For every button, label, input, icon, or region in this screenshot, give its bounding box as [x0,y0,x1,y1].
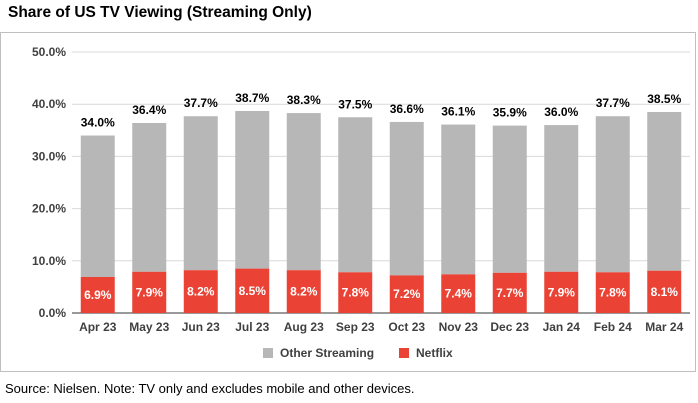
bar-netflix [544,271,579,313]
netflix-data-label: 6.9% [84,288,112,302]
bar-other-streaming [235,110,270,269]
x-tick-label: Oct 23 [388,320,425,334]
netflix-data-label: 7.8% [342,286,370,300]
total-data-label: 34.0% [81,116,115,130]
bar-other-streaming [80,135,115,277]
netflix-data-label: 7.9% [548,285,576,299]
netflix-data-label: 8.5% [239,284,267,298]
netflix-data-label: 7.2% [393,287,421,301]
netflix-data-label: 8.2% [187,285,215,299]
y-tick-label: 20.0% [32,202,66,216]
total-data-label: 37.7% [184,96,218,110]
total-data-label: 38.3% [287,93,321,107]
x-tick-label: Feb 24 [594,320,632,334]
x-tick-label: Aug 23 [284,320,324,334]
x-tick-label: Sep 23 [336,320,375,334]
bar-other-streaming [132,122,167,272]
bar-netflix [338,272,373,313]
y-tick-label: 0.0% [39,306,67,320]
netflix-data-label: 7.9% [136,285,164,299]
bar-netflix [132,271,167,313]
total-data-label: 38.5% [647,92,681,106]
x-tick-label: Apr 23 [79,320,117,334]
bar-netflix [441,274,476,313]
netflix-data-label: 7.7% [496,286,524,300]
y-tick-label: 30.0% [32,149,66,163]
total-data-label: 38.7% [235,91,269,105]
bar-other-streaming [492,125,527,273]
bar-other-streaming [441,124,476,275]
legend-swatch-other-streaming [263,348,273,358]
total-data-label: 36.1% [441,105,475,119]
x-tick-label: May 23 [129,320,169,334]
y-tick-label: 40.0% [32,97,66,111]
bar-netflix [235,268,270,313]
bar-other-streaming [389,121,424,276]
x-tick-label: Nov 23 [439,320,479,334]
netflix-data-label: 8.2% [290,285,318,299]
y-tick-label: 50.0% [32,45,66,59]
x-tick-label: Jul 23 [235,320,269,334]
bar-other-streaming [647,112,682,271]
bar-netflix [80,276,115,313]
total-data-label: 37.7% [596,96,630,110]
netflix-data-label: 8.1% [651,285,679,299]
legend-label-other-streaming: Other Streaming [280,346,374,360]
x-tick-label: Jun 23 [182,320,220,334]
bar-other-streaming [286,113,321,271]
legend-label-netflix: Netflix [416,346,453,360]
bar-netflix [286,270,321,313]
x-tick-label: Mar 24 [645,320,683,334]
x-tick-label: Jan 24 [543,320,581,334]
legend-swatch-netflix [399,348,409,358]
total-data-label: 37.5% [338,97,372,111]
bar-other-streaming [338,117,373,273]
bar-netflix [595,272,630,313]
total-data-label: 36.0% [544,105,578,119]
bar-netflix [492,272,527,313]
bar-netflix [389,275,424,313]
bar-other-streaming [183,116,218,271]
bar-netflix [183,270,218,313]
total-data-label: 35.9% [493,106,527,120]
bar-other-streaming [544,125,579,272]
netflix-data-label: 7.8% [599,286,627,300]
chart-title: Share of US TV Viewing (Streaming Only) [8,4,312,21]
total-data-label: 36.6% [390,102,424,116]
bar-netflix [647,270,682,313]
source-note: Source: Nielsen. Note: TV only and exclu… [5,381,415,396]
total-data-label: 36.4% [132,103,166,117]
netflix-data-label: 7.4% [445,287,473,301]
y-tick-label: 10.0% [32,254,66,268]
bar-other-streaming [595,116,630,273]
x-tick-label: Dec 23 [490,320,529,334]
